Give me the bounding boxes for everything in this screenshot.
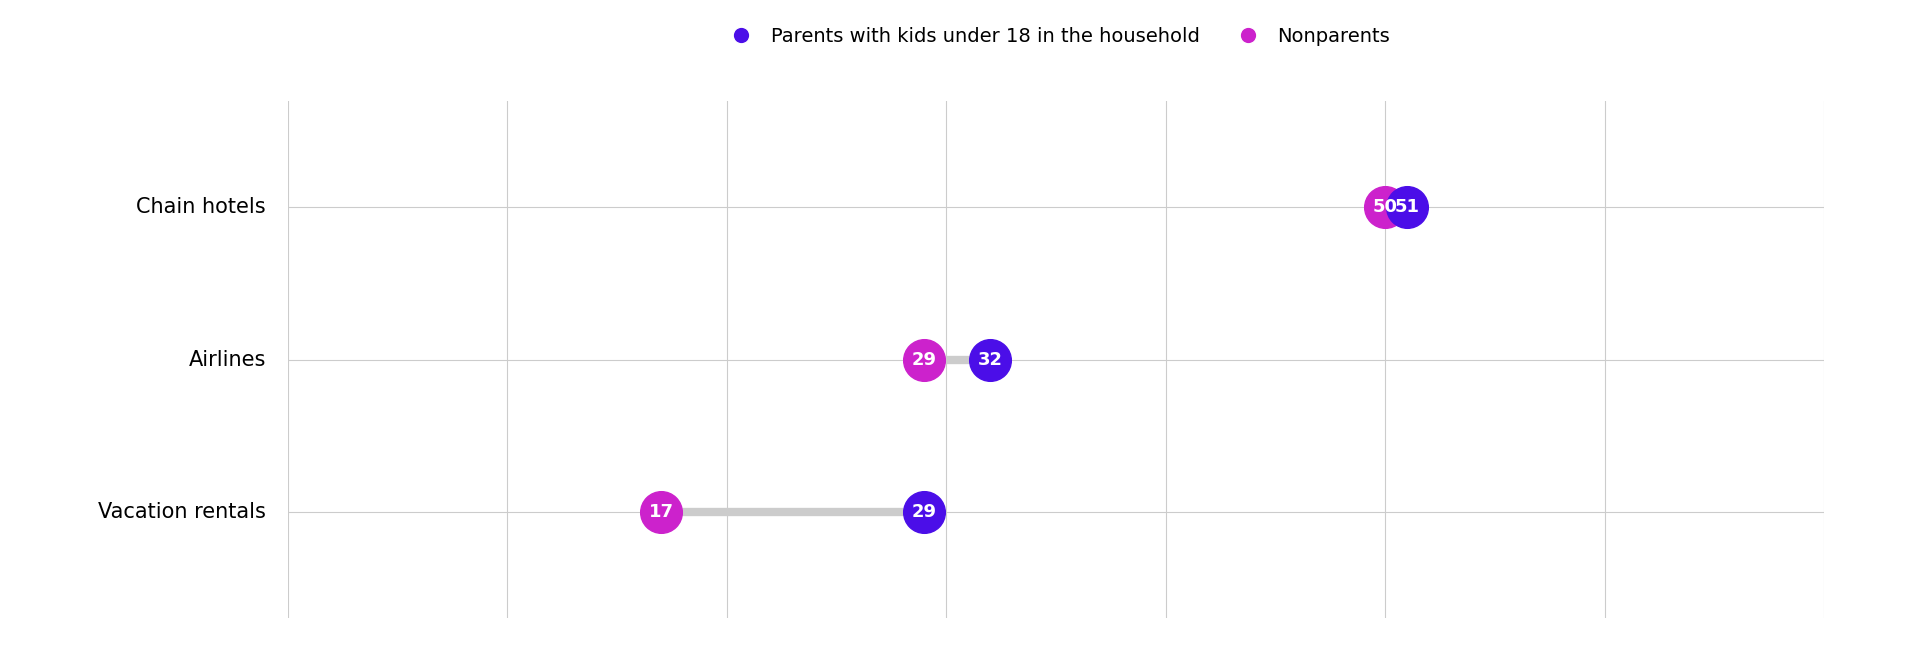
Text: 32: 32	[977, 351, 1002, 368]
Text: 50: 50	[1373, 198, 1398, 216]
Text: Airlines: Airlines	[188, 349, 267, 370]
Text: Vacation rentals: Vacation rentals	[98, 502, 267, 521]
Point	[645, 506, 676, 517]
Point	[908, 354, 939, 365]
Text: Chain hotels: Chain hotels	[136, 198, 267, 217]
Text: 51: 51	[1394, 198, 1419, 216]
Legend: Parents with kids under 18 in the household, Nonparents: Parents with kids under 18 in the househ…	[712, 17, 1400, 56]
Text: 29: 29	[912, 503, 937, 521]
Point	[1392, 202, 1423, 213]
Point	[908, 506, 939, 517]
Text: 17: 17	[649, 503, 674, 521]
Text: 29: 29	[912, 351, 937, 368]
Point	[1369, 202, 1400, 213]
Point	[975, 354, 1006, 365]
